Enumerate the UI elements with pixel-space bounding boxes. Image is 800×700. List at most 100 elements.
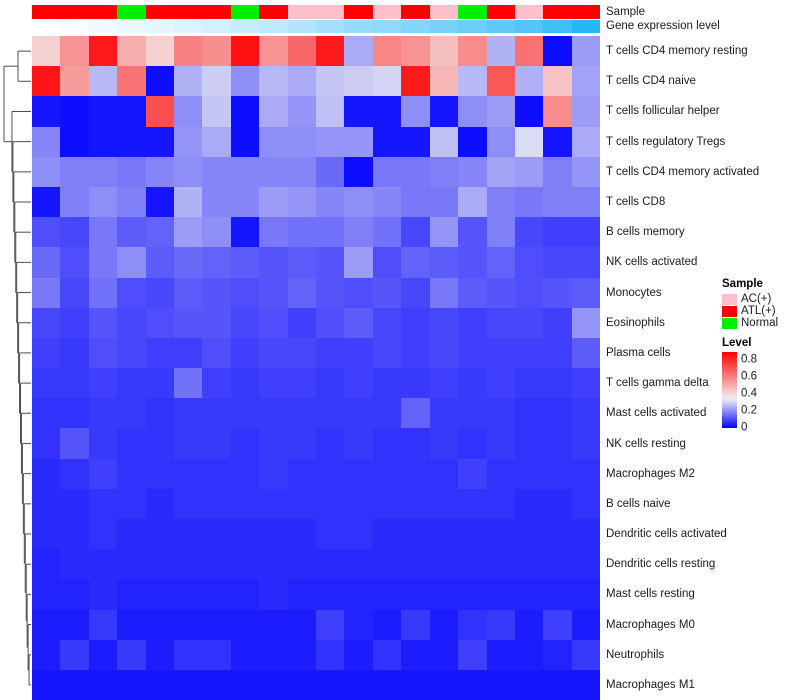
- heatmap-cell: [259, 428, 288, 459]
- heatmap-cell: [401, 428, 430, 459]
- row-label: Mast cells activated: [606, 407, 707, 420]
- heatmap-cell: [344, 156, 373, 187]
- heatmap-cell: [571, 458, 601, 489]
- heatmap-cell: [486, 428, 515, 459]
- gene-expression-annotation-cell: [145, 20, 175, 33]
- sample-annotation-cell: [316, 5, 345, 19]
- heatmap-cell: [486, 368, 515, 399]
- heatmap-cell: [60, 549, 89, 580]
- heatmap-cell: [88, 398, 118, 429]
- sample-annotation-cell: [259, 5, 288, 19]
- legend-item-label: AC(+): [741, 293, 772, 305]
- heatmap-cell: [316, 398, 345, 429]
- heatmap-cell: [287, 669, 317, 700]
- heatmap-cell: [287, 428, 317, 459]
- heatmap-cell: [88, 96, 118, 127]
- heatmap-cell: [230, 186, 260, 218]
- row-label: T cells CD4 memory activated: [606, 165, 760, 178]
- heatmap-cell: [117, 609, 146, 640]
- heatmap-cell: [429, 337, 459, 369]
- heatmap-cell: [259, 519, 288, 550]
- heatmap-cell: [514, 549, 544, 580]
- heatmap-cell: [344, 277, 373, 308]
- heatmap-cell: [571, 156, 601, 187]
- sample-legend-title: Sample: [722, 278, 763, 290]
- heatmap-cell: [316, 96, 345, 127]
- gene-expression-annotation-cell: [117, 20, 146, 33]
- heatmap-cell: [372, 609, 402, 640]
- heatmap-cell: [145, 488, 175, 519]
- heatmap-cell: [287, 247, 317, 278]
- heatmap-cell: [230, 398, 260, 429]
- heatmap-cell: [372, 368, 402, 399]
- sample-annotation-cell: [230, 5, 260, 19]
- heatmap-cell: [401, 126, 430, 157]
- heatmap-cell: [145, 66, 175, 97]
- heatmap-cell: [202, 337, 231, 369]
- row-label: T cells CD4 naive: [606, 75, 696, 88]
- heatmap-cell: [117, 549, 146, 580]
- heatmap-cell: [401, 96, 430, 127]
- heatmap-cell: [287, 36, 317, 67]
- sample-legend-item: ATL(+): [722, 305, 800, 317]
- heatmap-cell: [145, 519, 175, 550]
- heatmap-cell: [145, 36, 175, 67]
- heatmap-row: [32, 579, 601, 610]
- heatmap-cell: [344, 217, 373, 248]
- sample-annotation-cell: [32, 5, 61, 19]
- sample-annotation-cell: [486, 5, 515, 19]
- heatmap-cell: [259, 126, 288, 157]
- heatmap-cell: [174, 609, 203, 640]
- heatmap-cell: [32, 156, 61, 187]
- heatmap-cell: [32, 337, 61, 369]
- heatmap-cell: [230, 277, 260, 308]
- level-tick-label: 0: [741, 421, 748, 434]
- heatmap-cell: [145, 217, 175, 248]
- heatmap-cell: [145, 398, 175, 429]
- heatmap-cell: [202, 96, 231, 127]
- heatmap-cell: [514, 277, 544, 308]
- heatmap-cell: [287, 307, 317, 338]
- heatmap-cell: [543, 126, 572, 157]
- row-label: T cells CD8: [606, 196, 666, 209]
- heatmap-cell: [32, 519, 61, 550]
- heatmap-row: [32, 609, 601, 640]
- heatmap-cell: [202, 247, 231, 278]
- heatmap-cell: [202, 368, 231, 399]
- heatmap-cell: [259, 96, 288, 127]
- heatmap-cell: [429, 579, 459, 610]
- heatmap-cell: [60, 66, 89, 97]
- heatmap-cell: [32, 277, 61, 308]
- heatmap-cell: [543, 609, 572, 640]
- heatmap-cell: [174, 488, 203, 519]
- heatmap-cell: [458, 66, 487, 97]
- sample-annotation-bar: [32, 5, 601, 19]
- heatmap-cell: [344, 579, 373, 610]
- heatmap-cell: [88, 549, 118, 580]
- heatmap-cell: [230, 609, 260, 640]
- gene-expression-annotation-cell: [401, 20, 430, 33]
- row-label: Macrophages M2: [606, 467, 695, 480]
- heatmap-cell: [429, 428, 459, 459]
- heatmap-cell: [514, 428, 544, 459]
- row-label: Eosinophils: [606, 316, 665, 329]
- heatmap-cell: [32, 186, 61, 218]
- heatmap-cell: [202, 186, 231, 218]
- heatmap-cell: [514, 36, 544, 67]
- heatmap-cell: [88, 307, 118, 338]
- heatmap-cell: [145, 368, 175, 399]
- heatmap-cell: [344, 428, 373, 459]
- heatmap-cell: [174, 519, 203, 550]
- heatmap-cell: [174, 277, 203, 308]
- heatmap-cell: [429, 519, 459, 550]
- heatmap-cell: [316, 458, 345, 489]
- gene-expression-annotation-cell: [514, 20, 544, 33]
- heatmap-cell: [32, 458, 61, 489]
- sample-annotation-cell: [88, 5, 118, 19]
- heatmap-cell: [401, 639, 430, 670]
- heatmap-cell: [486, 126, 515, 157]
- heatmap-cell: [32, 217, 61, 248]
- heatmap-cell: [174, 96, 203, 127]
- heatmap-row: [32, 337, 601, 369]
- heatmap-cell: [145, 247, 175, 278]
